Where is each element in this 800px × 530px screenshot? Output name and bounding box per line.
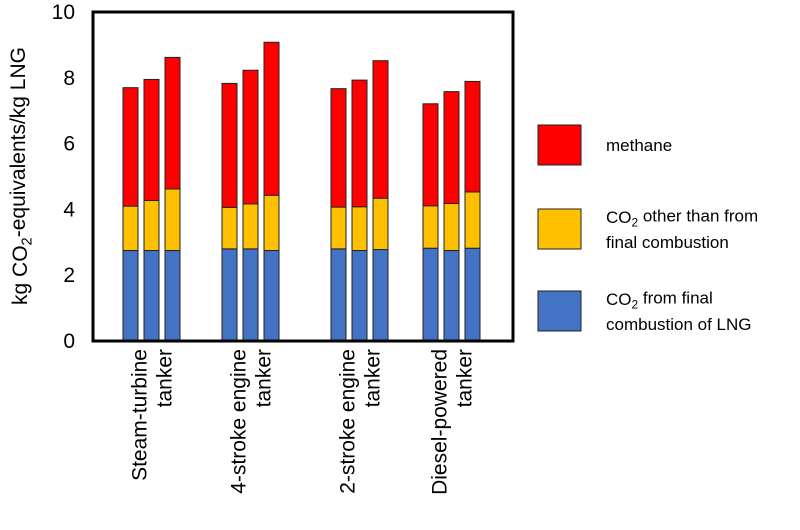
bar-co2_other-3-3 <box>372 197 389 251</box>
bar-co2_final-1-2 <box>143 250 160 342</box>
bar-co2_final-4-1 <box>422 247 439 342</box>
bar-co2_other-3-1 <box>330 206 347 250</box>
legend-swatch-co2_other <box>537 208 582 250</box>
bar-co2_other-2-2 <box>242 203 259 250</box>
bar-co2_final-4-2 <box>443 250 460 342</box>
bar-co2_other-3-2 <box>351 206 368 252</box>
bar-co2_final-2-1 <box>221 248 238 342</box>
legend-label-co2_final-line1: CO2 from final <box>606 288 713 311</box>
legend: methane CO2 other than from final combusti… <box>537 124 758 334</box>
y-axis: 0 2 4 6 8 10 <box>52 1 76 353</box>
category-label-4: Diesel-poweredtanker <box>429 349 477 495</box>
x-axis-categories: Steam-turbinetanker 4-stroke enginetanker… <box>129 349 477 495</box>
bar-methane-3-3 <box>372 60 389 199</box>
y-tick-label-6: 6 <box>63 133 75 156</box>
legend-label-co2_final-line2: combustion of LNG <box>606 315 752 334</box>
bar-methane-2-2 <box>242 69 259 205</box>
y-tick-label-0: 0 <box>63 330 75 353</box>
bar-co2_final-2-3 <box>263 250 280 342</box>
bar-co2_other-1-3 <box>164 188 181 252</box>
category-label-1: Steam-turbinetanker <box>129 349 177 481</box>
bar-co2_other-4-3 <box>464 191 481 249</box>
y-axis-label: kg CO2-equivalents/kg LNG <box>7 47 35 305</box>
bar-methane-1-1 <box>122 87 139 207</box>
bar-co2_final-3-1 <box>330 248 347 342</box>
bar-co2_final-1-3 <box>164 250 181 342</box>
bar-co2_other-4-2 <box>443 202 460 252</box>
bar-methane-3-2 <box>351 79 368 208</box>
legend-label-co2_other-line1: CO2 other than from <box>606 206 758 229</box>
bar-co2_final-3-2 <box>351 250 368 342</box>
legend-swatch-co2_final <box>537 290 582 332</box>
bar-methane-4-2 <box>443 91 460 204</box>
bar-co2_final-4-3 <box>464 247 481 342</box>
y-tick-label-8: 8 <box>63 67 75 90</box>
plot-frame <box>91 10 515 343</box>
legend-label-co2_other-line2: final combustion <box>606 233 729 252</box>
bars-layer <box>122 41 481 342</box>
bar-co2_final-1-1 <box>122 250 139 342</box>
legend-label-methane-line1: methane <box>606 136 672 155</box>
bar-methane-4-3 <box>464 80 481 193</box>
category-label-2: 4-stroke enginetanker <box>228 349 276 494</box>
bar-co2_other-2-1 <box>221 206 238 250</box>
bar-co2_other-1-2 <box>143 200 160 252</box>
y-tick-label-10: 10 <box>52 1 75 24</box>
legend-swatch-methane <box>537 124 582 166</box>
bar-methane-1-3 <box>164 56 181 190</box>
y-tick-label-4: 4 <box>63 198 75 221</box>
bar-co2_other-1-1 <box>122 205 139 252</box>
bar-methane-4-1 <box>422 103 439 207</box>
bar-co2_final-2-2 <box>242 248 259 342</box>
bar-methane-2-1 <box>221 82 238 208</box>
bar-co2_other-2-3 <box>263 194 280 252</box>
bar-methane-2-3 <box>263 41 280 196</box>
category-label-3: 2-stroke enginetanker <box>337 349 385 494</box>
bar-methane-3-1 <box>330 88 347 208</box>
y-tick-label-2: 2 <box>63 264 75 287</box>
bar-co2_final-3-3 <box>372 249 389 342</box>
bar-co2_other-4-1 <box>422 205 439 249</box>
bar-methane-1-2 <box>143 78 160 202</box>
